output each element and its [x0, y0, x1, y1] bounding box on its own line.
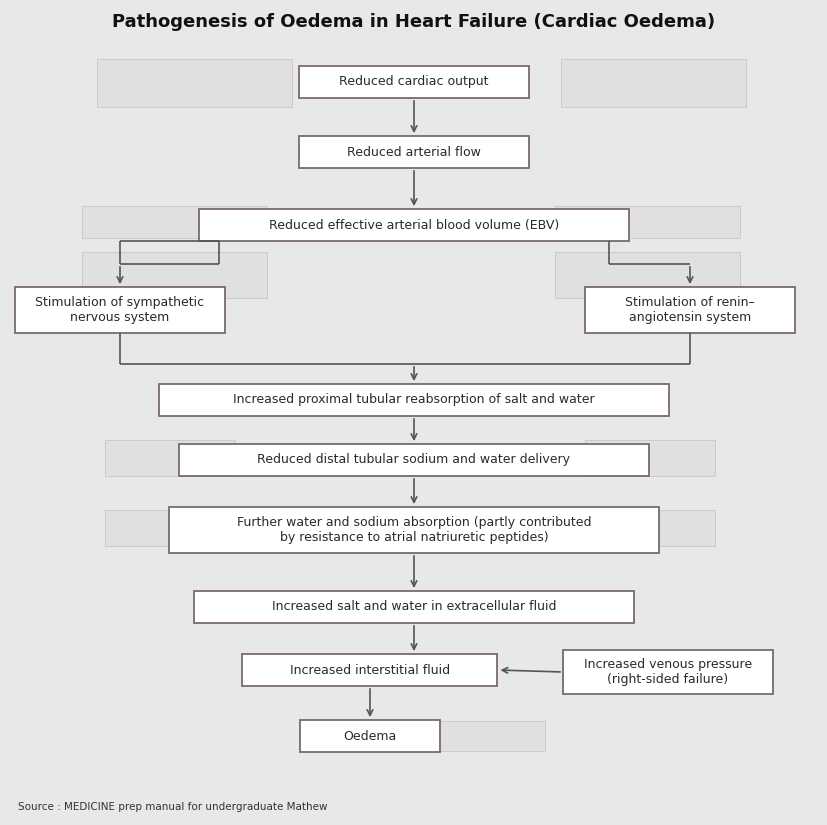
- Text: Stimulation of renin–
angiotensin system: Stimulation of renin– angiotensin system: [624, 296, 754, 324]
- FancyBboxPatch shape: [83, 206, 267, 238]
- Text: Further water and sodium absorption (partly contributed
by resistance to atrial : Further water and sodium absorption (par…: [237, 516, 590, 544]
- FancyBboxPatch shape: [585, 510, 715, 546]
- FancyBboxPatch shape: [555, 252, 739, 298]
- Text: Pathogenesis of Oedema in Heart Failure (Cardiac Oedema): Pathogenesis of Oedema in Heart Failure …: [112, 13, 715, 31]
- FancyBboxPatch shape: [555, 206, 739, 238]
- Text: Oedema: Oedema: [343, 729, 396, 742]
- Text: Stimulation of sympathetic
nervous system: Stimulation of sympathetic nervous syste…: [36, 296, 204, 324]
- Text: Reduced cardiac output: Reduced cardiac output: [339, 76, 488, 88]
- FancyBboxPatch shape: [299, 136, 528, 168]
- FancyBboxPatch shape: [434, 721, 544, 751]
- FancyBboxPatch shape: [105, 510, 235, 546]
- Text: Increased venous pressure
(right-sided failure): Increased venous pressure (right-sided f…: [583, 658, 751, 686]
- FancyBboxPatch shape: [179, 444, 648, 476]
- FancyBboxPatch shape: [562, 650, 772, 694]
- FancyBboxPatch shape: [194, 591, 633, 623]
- FancyBboxPatch shape: [585, 440, 715, 476]
- Text: Reduced arterial flow: Reduced arterial flow: [347, 145, 480, 158]
- Text: Increased interstitial fluid: Increased interstitial fluid: [289, 663, 450, 676]
- FancyBboxPatch shape: [242, 654, 497, 686]
- Text: Increased salt and water in extracellular fluid: Increased salt and water in extracellula…: [271, 601, 556, 614]
- FancyBboxPatch shape: [159, 384, 668, 416]
- FancyBboxPatch shape: [169, 507, 658, 553]
- FancyBboxPatch shape: [98, 59, 292, 107]
- Text: Reduced effective arterial blood volume (EBV): Reduced effective arterial blood volume …: [269, 219, 558, 232]
- Text: Reduced distal tubular sodium and water delivery: Reduced distal tubular sodium and water …: [257, 454, 570, 466]
- Text: Source : MEDICINE prep manual for undergraduate Mathew: Source : MEDICINE prep manual for underg…: [18, 802, 327, 812]
- FancyBboxPatch shape: [561, 59, 746, 107]
- FancyBboxPatch shape: [83, 252, 267, 298]
- FancyBboxPatch shape: [585, 287, 794, 333]
- FancyBboxPatch shape: [299, 720, 439, 752]
- FancyBboxPatch shape: [198, 209, 629, 241]
- FancyBboxPatch shape: [105, 440, 235, 476]
- FancyBboxPatch shape: [15, 287, 225, 333]
- Text: Increased proximal tubular reabsorption of salt and water: Increased proximal tubular reabsorption …: [233, 394, 594, 407]
- FancyBboxPatch shape: [299, 66, 528, 98]
